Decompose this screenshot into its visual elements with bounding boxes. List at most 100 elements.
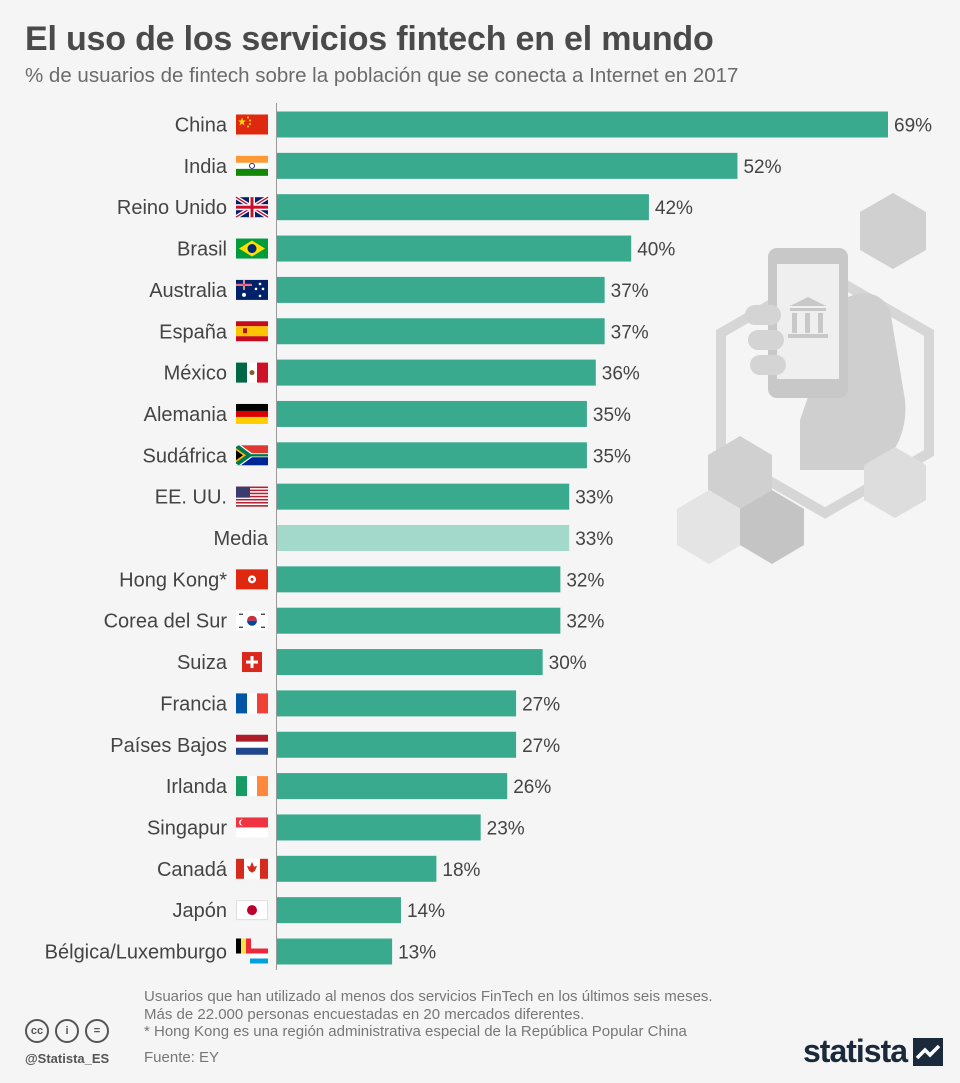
singapore-flag xyxy=(236,817,268,838)
value-label-japon: 14% xyxy=(407,901,445,922)
brazil-flag xyxy=(236,238,268,259)
value-label-paises-bajos: 27% xyxy=(522,736,560,757)
bar-corea-del-sur xyxy=(277,607,561,634)
category-label-corea-del-sur: Corea del Sur xyxy=(104,611,228,633)
value-label-reino-unido: 42% xyxy=(655,198,693,219)
category-label-reino-unido: Reino Unido xyxy=(117,197,227,219)
bar-sudafrica xyxy=(277,442,587,469)
bar-espana xyxy=(277,318,605,345)
category-label-belgica-luxemburgo: Bélgica/Luxemburgo xyxy=(45,942,227,964)
value-label-china: 69% xyxy=(894,116,932,137)
bar-alemania xyxy=(277,400,587,427)
category-label-media: Media xyxy=(214,528,269,550)
value-label-brasil: 40% xyxy=(637,240,675,261)
bar-singapur xyxy=(277,814,481,841)
south-africa-flag xyxy=(236,445,268,466)
bar-brasil xyxy=(277,235,632,262)
category-label-irlanda: Irlanda xyxy=(166,776,228,798)
belgium-luxembourg-flag xyxy=(236,938,268,964)
category-label-japon: Japón xyxy=(173,900,228,922)
value-label-singapur: 23% xyxy=(487,818,525,839)
category-label-paises-bajos: Países Bajos xyxy=(110,735,227,757)
bar-india xyxy=(277,152,738,179)
ireland-flag xyxy=(236,776,268,797)
china-flag xyxy=(236,114,268,135)
chart-title: El uso de los servicios fintech en el mu… xyxy=(25,20,714,58)
uk-flag xyxy=(234,195,270,219)
category-label-ee-uu: EE. UU. xyxy=(155,487,227,509)
nd-icon[interactable]: = xyxy=(85,1019,109,1043)
category-label-australia: Australia xyxy=(149,280,228,302)
category-label-francia: Francia xyxy=(160,693,228,715)
category-label-suiza: Suiza xyxy=(177,652,228,674)
value-label-hong-kong: 32% xyxy=(566,570,604,591)
brand-name: statista xyxy=(803,1033,908,1069)
value-label-canada: 18% xyxy=(442,860,480,881)
bar-suiza xyxy=(277,649,543,676)
value-label-mexico: 36% xyxy=(602,364,640,385)
bar-paises-bajos xyxy=(277,731,517,758)
footnote-sample: Más de 22.000 personas encuestadas en 20… xyxy=(144,1005,585,1023)
category-label-india: India xyxy=(184,156,228,178)
india-flag xyxy=(236,155,268,176)
france-flag xyxy=(236,693,268,714)
footnotes: Usuarios que han utilizado al menos dos … xyxy=(144,988,713,1041)
spain-flag xyxy=(236,321,268,342)
value-label-sudafrica: 35% xyxy=(593,446,631,467)
category-label-china: China xyxy=(175,115,228,137)
bar-francia xyxy=(277,690,517,717)
bar-hong-kong xyxy=(277,566,561,593)
chart-subtitle: % de usuarios de fintech sobre la poblac… xyxy=(25,64,739,87)
bar-canada xyxy=(277,855,437,882)
value-label-ee-uu: 33% xyxy=(575,488,613,509)
value-label-francia: 27% xyxy=(522,694,560,715)
bar-japon xyxy=(277,897,401,924)
germany-flag xyxy=(236,403,268,424)
social-handle[interactable]: @Statista_ES xyxy=(25,1051,110,1066)
bar-mexico xyxy=(277,359,596,386)
category-label-singapur: Singapur xyxy=(147,817,227,839)
hong-kong-flag xyxy=(236,569,268,590)
value-label-suiza: 30% xyxy=(549,653,587,674)
source-note: Fuente: EY xyxy=(144,1049,220,1066)
bar-australia xyxy=(277,276,605,303)
value-label-corea-del-sur: 32% xyxy=(566,612,604,633)
value-label-media: 33% xyxy=(575,529,613,550)
bar-belgica-luxemburgo xyxy=(277,938,393,965)
australia-flag xyxy=(236,279,268,300)
category-label-canada: Canadá xyxy=(157,859,228,881)
value-label-irlanda: 26% xyxy=(513,777,551,798)
bar-media xyxy=(277,525,570,551)
mexico-flag xyxy=(236,362,268,383)
hand-phone-bank-icon xyxy=(677,193,934,564)
bar-irlanda xyxy=(277,773,508,800)
footnote-definition: Usuarios que han utilizado al menos dos … xyxy=(144,988,713,1005)
category-label-mexico: México xyxy=(164,363,227,385)
bar-reino-unido xyxy=(277,194,649,221)
category-label-sudafrica: Sudáfrica xyxy=(143,445,228,467)
canada-flag xyxy=(236,858,268,879)
netherlands-flag xyxy=(236,734,268,755)
statista-logo[interactable]: statista xyxy=(803,1033,944,1070)
bar-ee-uu xyxy=(277,483,570,510)
value-label-espana: 37% xyxy=(611,322,649,343)
license-icons: cc i = xyxy=(25,1019,109,1043)
statista-mark-icon xyxy=(913,1037,944,1066)
category-label-brasil: Brasil xyxy=(177,239,227,261)
category-label-espana: España xyxy=(159,321,228,343)
value-label-india: 52% xyxy=(743,157,781,178)
by-icon[interactable]: i xyxy=(55,1019,79,1043)
switzerland-flag xyxy=(242,652,262,673)
value-label-alemania: 35% xyxy=(593,405,631,426)
cc-icon[interactable]: cc xyxy=(25,1019,49,1043)
value-label-belgica-luxemburgo: 13% xyxy=(398,943,436,964)
bar-chart: 69% China 52% India 42% Reino Unido 40% Brasil 3… xyxy=(45,103,934,970)
footnote-hong-kong: * Hong Kong es una región administrativa… xyxy=(144,1023,687,1040)
category-label-hong-kong: Hong Kong* xyxy=(119,569,227,591)
bar-china xyxy=(277,111,888,138)
south-korea-flag xyxy=(236,610,268,631)
japan-flag xyxy=(236,900,268,921)
category-label-alemania: Alemania xyxy=(144,404,228,426)
value-label-australia: 37% xyxy=(611,281,649,302)
usa-flag xyxy=(236,486,268,507)
